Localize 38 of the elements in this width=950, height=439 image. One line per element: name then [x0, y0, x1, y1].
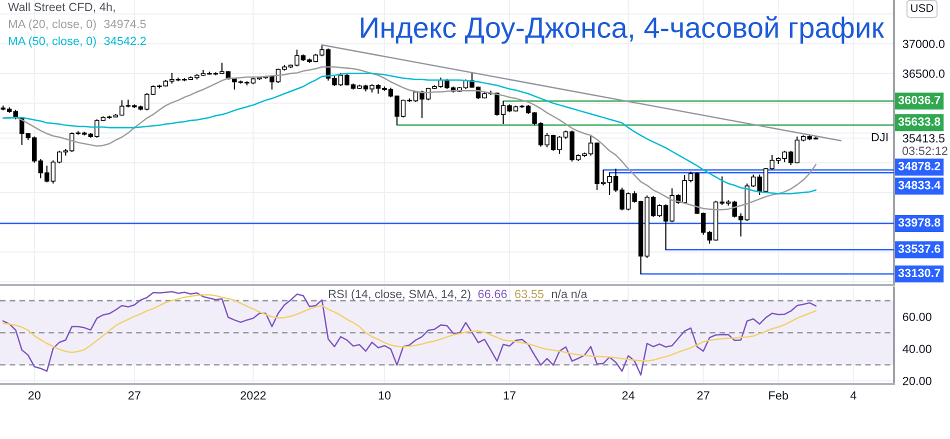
ref-line-label: 34878.2	[898, 162, 940, 170]
line-series	[2, 290, 817, 376]
x-tick-label: 27	[697, 391, 710, 400]
y-axis-title: USD	[911, 4, 934, 12]
text: MA (50, close, 0)	[8, 36, 96, 48]
annotation: 63.55	[515, 290, 544, 298]
x-tick-label: 20	[28, 391, 40, 400]
y-tick-label: 37000.0	[902, 40, 945, 48]
x-tick-label: 27	[128, 391, 140, 400]
x-tick-label: 2022	[240, 391, 266, 400]
ref-line-label: 33537.6	[898, 244, 940, 253]
x-tick-label: 4	[850, 391, 856, 400]
ref-line-label: 33978.8	[898, 218, 940, 227]
annotation: 66.66	[478, 290, 507, 298]
text: MA (20, close, 0)	[8, 20, 96, 30]
annotation: 34542.2	[104, 36, 146, 46]
text: 03:52:12	[902, 146, 948, 156]
annotation: 34974.5	[104, 20, 146, 28]
ref-line-label: 33130.7	[898, 268, 940, 278]
y-tick-label: 36500.0	[902, 70, 945, 78]
ref-line-label: 36036.7	[898, 96, 940, 104]
x-tick-label: 10	[378, 391, 391, 400]
legend-title: RSI (14, close, SMA, 14, 2)	[328, 289, 470, 300]
x-tick-label: 17	[504, 391, 516, 400]
y-tick-label: 35413.5	[902, 134, 945, 143]
y-tick-label: 40.00	[902, 344, 932, 354]
line-series	[2, 66, 817, 210]
annotation: DJI	[872, 133, 888, 142]
y-tick-label: 60.00	[902, 312, 932, 322]
legend-label: 34833.4	[898, 180, 941, 190]
legend-title: Wall Street CFD, 4h,	[8, 2, 115, 13]
line-series	[2, 72, 817, 194]
annotation: n/a n/a	[552, 289, 588, 298]
y-tick-label: 20.00	[902, 376, 932, 386]
x-tick-label: Feb	[769, 390, 788, 400]
text: Индекс Доу-Джонса, 4-часовой график	[361, 16, 884, 44]
x-tick-label: 24	[622, 391, 635, 400]
ref-line-label: 35633.8	[898, 117, 940, 126]
